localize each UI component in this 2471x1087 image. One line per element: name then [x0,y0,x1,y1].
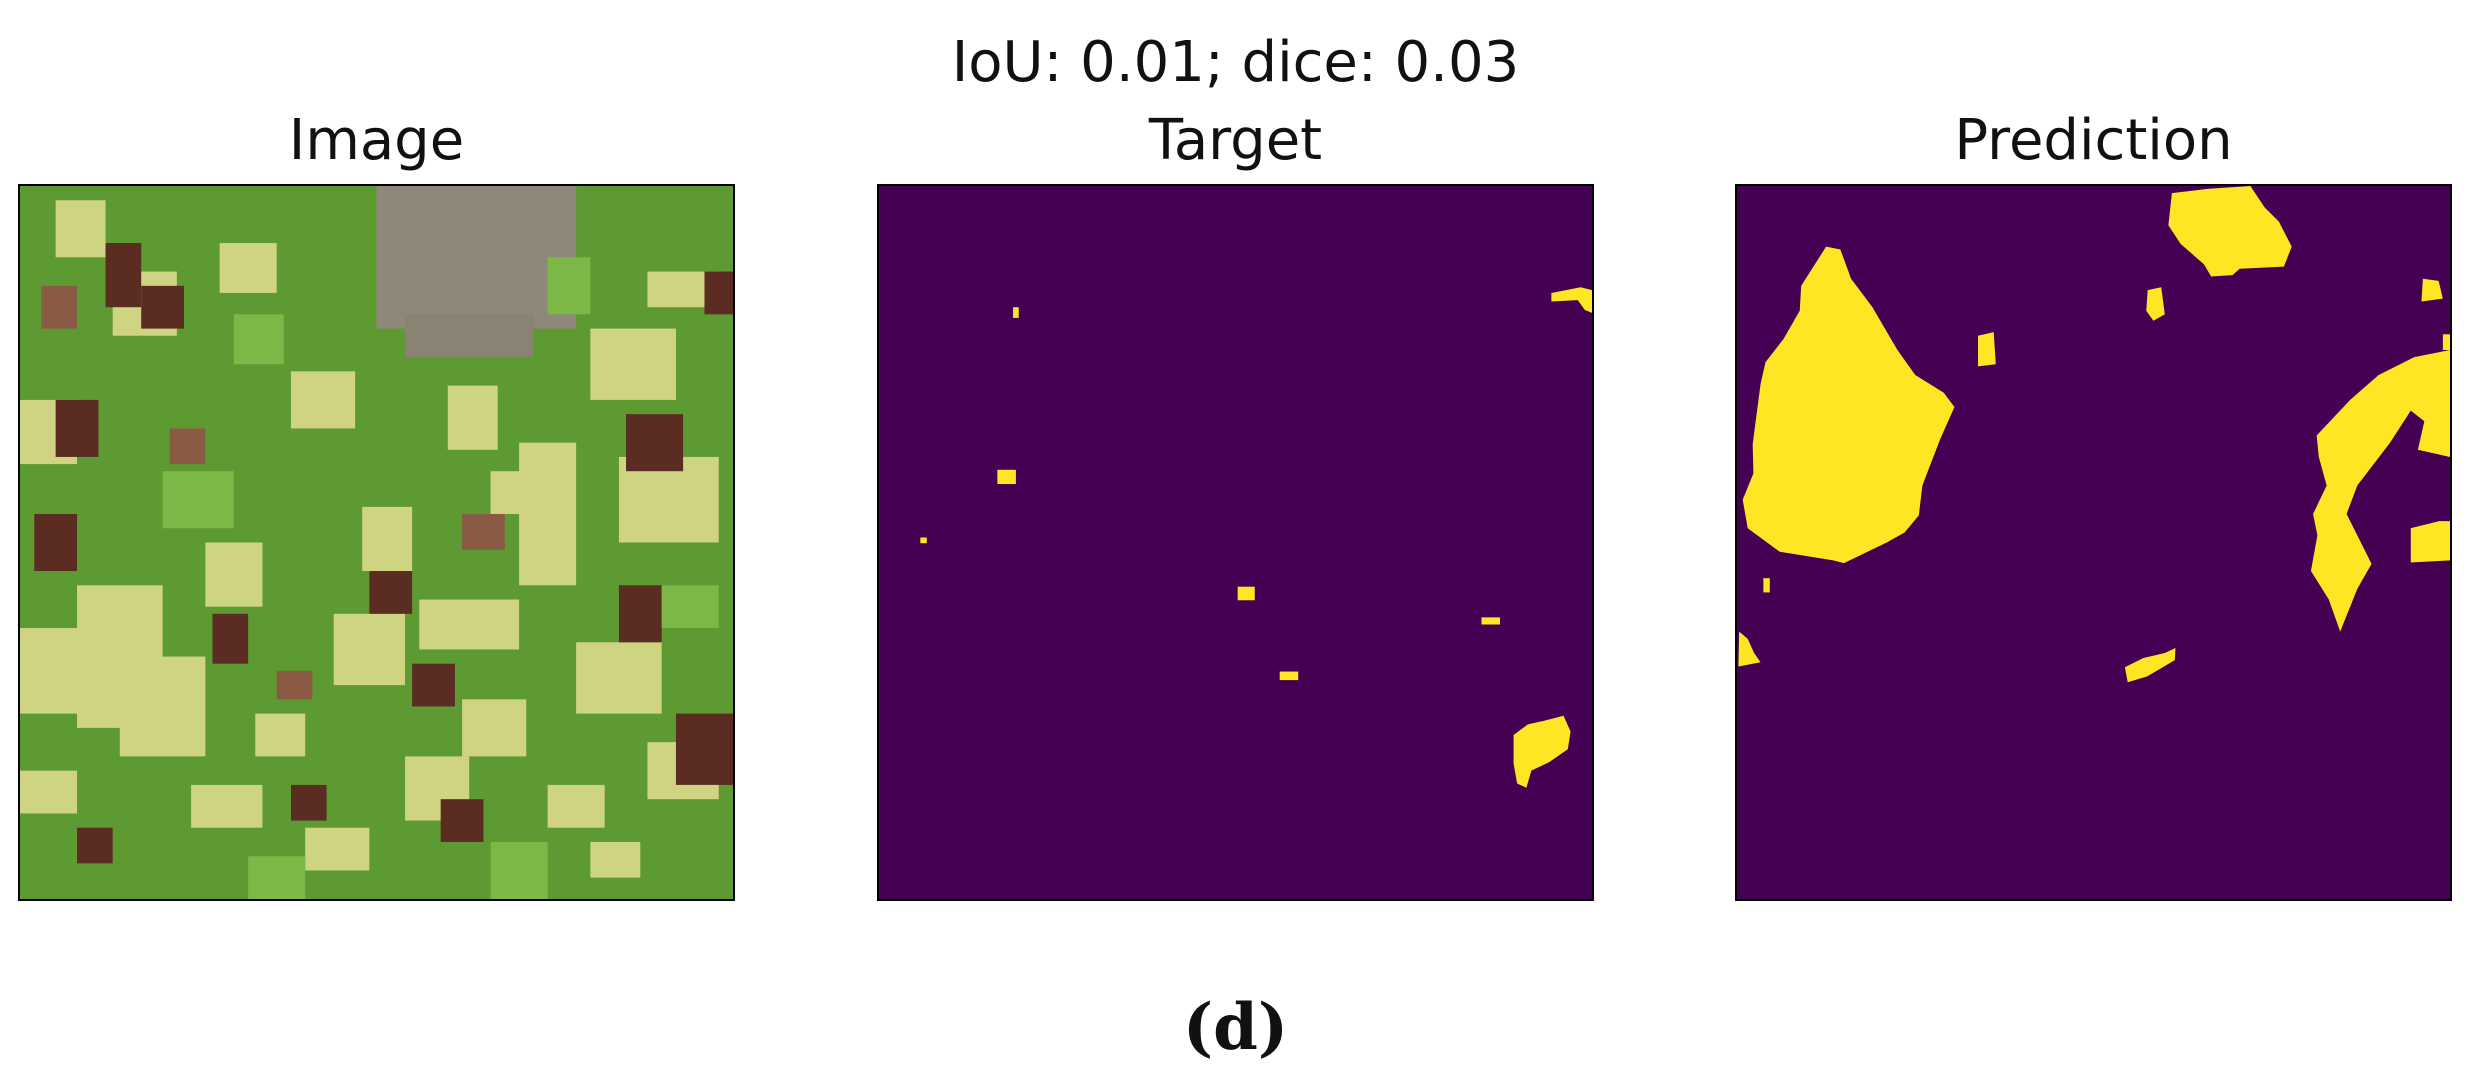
panel-title-image: Image [288,108,465,173]
figure-suptitle: IoU: 0.01; dice: 0.03 [951,30,1520,95]
prediction-mask-panel [1735,184,2452,901]
figure-caption: (d) [1182,990,1289,1065]
satellite-image [20,186,733,899]
panel-title-prediction: Prediction [1954,108,2233,173]
target-mask-panel [877,184,1594,901]
satellite-image-panel [18,184,735,901]
prediction-mask [1737,186,2450,899]
panel-title-target: Target [1148,108,1323,173]
urban-area [376,186,577,329]
target-mask [879,186,1592,899]
